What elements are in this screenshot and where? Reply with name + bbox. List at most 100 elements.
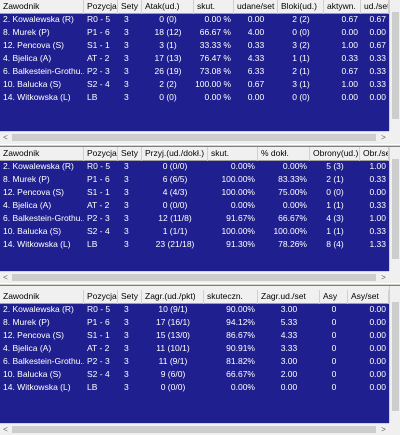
attack-horizontal-scrollbar[interactable]: < >: [0, 131, 389, 142]
col-header-serve-efficiency[interactable]: skuteczn.: [204, 290, 258, 304]
success-per-set: 0.33: [247, 40, 265, 50]
table-row[interactable]: 6. Balkestein-Grothu... P2 - 3 3 26 (19)…: [0, 66, 389, 77]
position: P2 - 3: [87, 213, 110, 223]
col-header-position[interactable]: Pozycja: [84, 147, 118, 161]
col-header-attacks[interactable]: Atak(ud.): [142, 0, 194, 14]
reception-vertical-scrollbar[interactable]: [389, 147, 400, 271]
serve-horizontal-scrollbar[interactable]: < >: [0, 423, 389, 434]
scrollbar-thumb[interactable]: [392, 159, 399, 259]
serves: 17 (16/1): [155, 317, 191, 327]
table-row[interactable]: 6. Balkestein-Grothu... P2 - 3 3 11 (9/1…: [0, 356, 389, 367]
col-header-efficiency[interactable]: skut.: [194, 0, 234, 14]
accuracy: 66.67%: [278, 213, 307, 223]
col-header-efficiency[interactable]: skut.: [208, 147, 258, 161]
col-header-sets[interactable]: Sety: [118, 147, 142, 161]
table-row[interactable]: 4. Bjelica (A) AT - 2 3 17 (13) 76.47 % …: [0, 53, 389, 64]
activity: 0.00: [341, 27, 358, 37]
serves-per-set: 0.00: [280, 382, 298, 392]
position: P1 - 6: [87, 174, 110, 184]
table-row[interactable]: 2. Kowalewska (R) R0 - 5 3 10 (9/1) 90.0…: [0, 304, 389, 315]
col-header-serves[interactable]: Zagr.(ud./pkt): [142, 290, 204, 304]
digs-per-set: 0.33: [369, 200, 386, 210]
activity: 1.00: [341, 40, 358, 50]
table-row[interactable]: 10. Balucka (S) S2 - 4 3 2 (2) 100.00 % …: [0, 79, 389, 90]
table-row[interactable]: 8. Murek (P) P1 - 6 3 6 (6/5) 100.00% 83…: [0, 174, 389, 185]
table-row[interactable]: 4. Bjelica (A) AT - 2 3 0 (0/0) 0.00% 0.…: [0, 200, 389, 211]
player-name: 2. Kowalewska (R): [3, 14, 74, 24]
scrollbar-thumb[interactable]: [12, 274, 376, 281]
col-header-player[interactable]: Zawodnik: [0, 0, 84, 14]
col-header-sets[interactable]: Sety: [118, 290, 142, 304]
accuracy: 0.00%: [282, 161, 307, 171]
digs: 1 (1): [326, 200, 344, 210]
col-header-activity[interactable]: aktywn.: [324, 0, 361, 14]
scrollbar-thumb[interactable]: [12, 426, 376, 433]
col-header-sets[interactable]: Sety: [118, 0, 142, 14]
panel-splitter[interactable]: [0, 144, 400, 147]
col-header-digs-per-set[interactable]: Obr./set: [360, 147, 389, 161]
reception-horizontal-scrollbar[interactable]: < >: [0, 271, 389, 282]
col-header-receptions[interactable]: Przyj.(ud./dokł.): [142, 147, 208, 161]
scroll-left-arrow-icon[interactable]: <: [3, 133, 8, 142]
col-header-accuracy[interactable]: % dokł.: [258, 147, 310, 161]
serve-efficiency: 90.91%: [226, 343, 255, 353]
blocks: 3 (2): [292, 40, 310, 50]
serves: 11 (10/1): [156, 343, 190, 353]
scroll-right-arrow-icon[interactable]: >: [381, 273, 386, 282]
sets: 3: [124, 343, 129, 353]
col-header-position[interactable]: Pozycja: [84, 0, 118, 14]
col-header-position[interactable]: Pozycja: [84, 290, 118, 304]
serve-vertical-scrollbar[interactable]: [389, 286, 400, 423]
success-per-set: 0.67: [247, 79, 265, 89]
position: S2 - 4: [87, 79, 110, 89]
player-name: 8. Murek (P): [3, 317, 50, 327]
attack-stats-grid[interactable]: Zawodnik Pozycja Sety Atak(ud.) skut. ud…: [0, 0, 389, 131]
table-row[interactable]: 10. Balucka (S) S2 - 4 3 1 (1/1) 100.00%…: [0, 226, 389, 237]
scroll-right-arrow-icon[interactable]: >: [381, 133, 386, 142]
table-row[interactable]: 14. Witkowska (L) LB 3 23 (21/18) 91.30%…: [0, 239, 389, 250]
table-row[interactable]: 2. Kowalewska (R) R0 - 5 3 0 (0) 0.00 % …: [0, 14, 389, 25]
table-row[interactable]: 6. Balkestein-Grothu... P2 - 3 3 12 (11/…: [0, 213, 389, 224]
scroll-right-arrow-icon[interactable]: >: [381, 425, 386, 434]
col-header-player[interactable]: Zawodnik: [0, 290, 84, 304]
digs: 0 (0): [326, 187, 344, 197]
player-name: 14. Witkowska (L): [3, 239, 71, 249]
attack-vertical-scrollbar[interactable]: [389, 0, 400, 131]
receptions: 0 (0/0): [162, 200, 188, 210]
col-header-aces[interactable]: Asy: [320, 290, 348, 304]
scroll-left-arrow-icon[interactable]: <: [3, 273, 8, 282]
table-row[interactable]: 4. Bjelica (A) AT - 2 3 11 (10/1) 90.91%…: [0, 343, 389, 354]
reception-stats-grid[interactable]: Zawodnik Pozycja Sety Przyj.(ud./dokł.) …: [0, 147, 389, 271]
table-row[interactable]: 8. Murek (P) P1 - 6 3 18 (12) 66.67 % 4.…: [0, 27, 389, 38]
scrollbar-thumb[interactable]: [392, 12, 399, 119]
table-row[interactable]: 10. Balucka (S) S2 - 4 3 9 (6/0) 66.67% …: [0, 369, 389, 380]
col-header-success-per-set[interactable]: udane/set: [234, 0, 278, 14]
aces: 0: [331, 369, 337, 379]
col-header-blocks-per-set[interactable]: ud./set: [361, 0, 389, 14]
receptions: 0 (0/0): [162, 161, 188, 171]
panel-splitter[interactable]: [0, 283, 400, 286]
aces-per-set: 0.00: [369, 356, 386, 366]
table-row[interactable]: 12. Pencova (S) S1 - 1 3 3 (1) 33.33 % 0…: [0, 40, 389, 51]
table-row[interactable]: 12. Pencova (S) S1 - 1 3 15 (13/0) 86.67…: [0, 330, 389, 341]
col-header-player[interactable]: Zawodnik: [0, 147, 84, 161]
position: P1 - 6: [87, 317, 110, 327]
table-row[interactable]: 2. Kowalewska (R) R0 - 5 3 0 (0/0) 0.00%…: [0, 161, 389, 172]
success-per-set: 0.00: [247, 92, 265, 102]
col-header-serves-per-set[interactable]: Zagr.ud./set: [258, 290, 320, 304]
table-row[interactable]: 8. Murek (P) P1 - 6 3 17 (16/1) 94.12% 5…: [0, 317, 389, 328]
aces-per-set: 0.00: [369, 304, 386, 314]
serve-stats-grid[interactable]: Zawodnik Pozycja Sety Zagr.(ud./pkt) sku…: [0, 286, 389, 423]
scrollbar-thumb[interactable]: [12, 134, 376, 141]
scroll-left-arrow-icon[interactable]: <: [3, 425, 8, 434]
table-row[interactable]: 12. Pencova (S) S1 - 1 3 4 (4/3) 100.00%…: [0, 187, 389, 198]
col-header-aces-per-set[interactable]: Asy/set: [348, 290, 389, 304]
table-row[interactable]: 14. Witkowska (L) LB 3 0 (0) 0.00 % 0.00…: [0, 92, 389, 103]
table-row[interactable]: 14. Witkowska (L) LB 3 0 (0/0) 0.00% 0.0…: [0, 382, 389, 393]
col-header-blocks[interactable]: Bloki(ud.): [278, 0, 324, 14]
serves: 15 (13/0): [155, 330, 191, 340]
col-header-digs[interactable]: Obrony(ud.): [310, 147, 360, 161]
scrollbar-thumb[interactable]: [392, 302, 399, 411]
blocks: 0 (0): [292, 92, 310, 102]
blocks: 2 (1): [292, 66, 310, 76]
